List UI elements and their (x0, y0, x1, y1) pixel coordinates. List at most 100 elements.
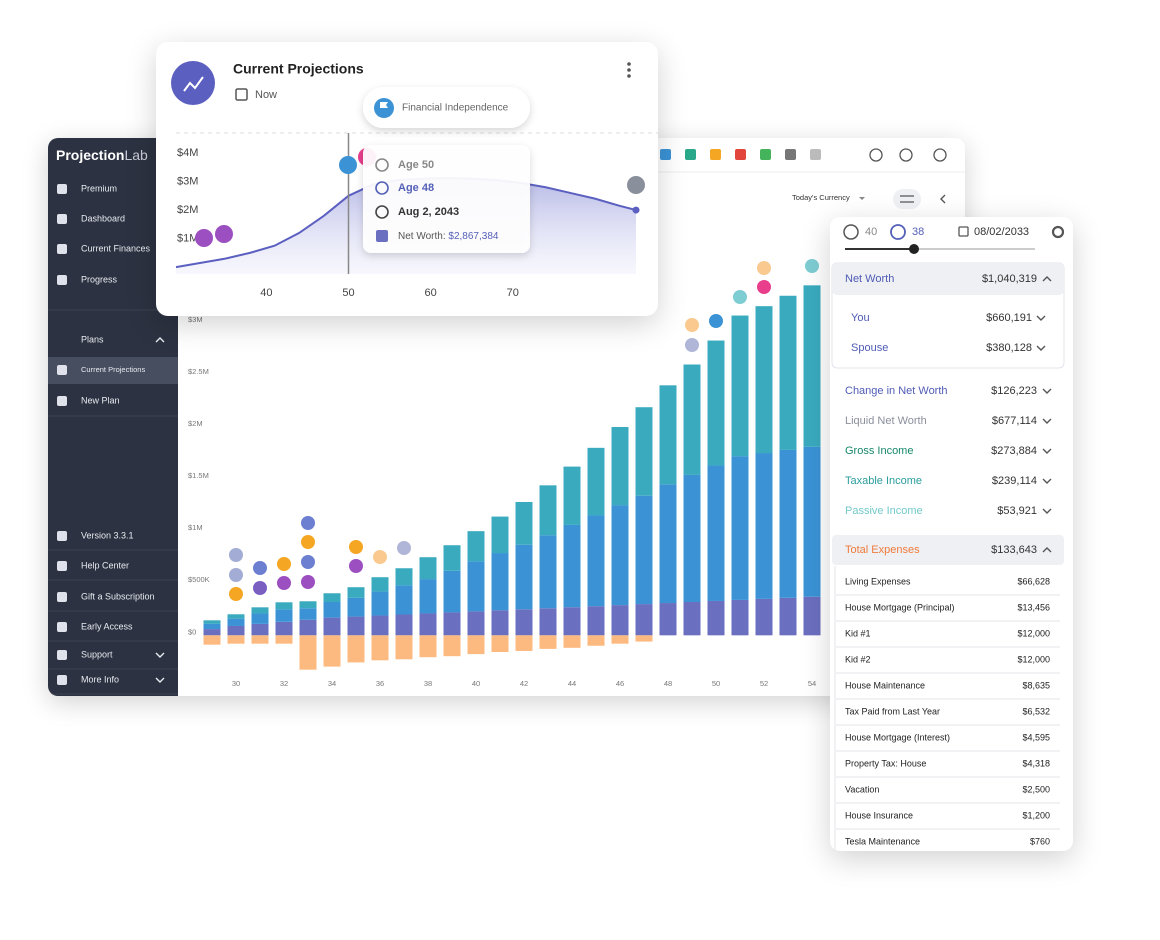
row-label[interactable]: Change in Net Worth (845, 385, 948, 397)
event-icon[interactable] (277, 576, 291, 590)
x-tick-label: 36 (376, 679, 384, 688)
menu-dot[interactable] (627, 74, 631, 78)
expenses-label[interactable]: Total Expenses (845, 544, 920, 556)
event-icon[interactable] (349, 540, 363, 554)
bar-segment (251, 613, 269, 624)
expense-value: $66,628 (1017, 576, 1050, 586)
row-label[interactable]: Passive Income (845, 505, 923, 517)
event-icon[interactable] (301, 516, 315, 530)
row-label[interactable]: Gross Income (845, 445, 913, 457)
x-tick-label: 46 (616, 679, 624, 688)
part-label[interactable]: You (851, 312, 870, 324)
y-tick-label: $1M (188, 523, 203, 532)
toolbar-icon[interactable] (933, 148, 947, 162)
expense-label: Living Expenses (845, 576, 911, 586)
event-icon[interactable] (301, 555, 315, 569)
event-icon[interactable] (253, 581, 267, 595)
nav-item[interactable]: Progress (81, 274, 118, 284)
age-you: 40 (865, 226, 877, 238)
toolbar-icon[interactable] (785, 149, 796, 160)
part-label[interactable]: Spouse (851, 342, 888, 354)
footer-item[interactable]: More Info (81, 674, 119, 684)
toolbar-icon[interactable] (869, 148, 883, 162)
nav-item[interactable]: Current Finances (81, 243, 151, 253)
toolbar-icon[interactable] (710, 149, 721, 160)
currency-select[interactable]: Today's Currency (792, 193, 850, 202)
expense-value: $12,000 (1017, 628, 1050, 638)
chevron[interactable] (1042, 418, 1052, 424)
event-icon[interactable] (373, 550, 387, 564)
nav-icon (57, 650, 67, 660)
event-icon[interactable] (757, 261, 771, 275)
event-icon[interactable] (627, 176, 645, 194)
date[interactable]: 08/02/2033 (974, 226, 1029, 238)
slider-knob[interactable] (909, 244, 919, 254)
plan-item[interactable]: New Plan (81, 395, 120, 405)
event-icon[interactable] (685, 318, 699, 332)
event-icon[interactable] (229, 568, 243, 582)
event-icon[interactable] (339, 156, 357, 174)
event-icon[interactable] (301, 535, 315, 549)
bar-segment (707, 600, 725, 636)
row-label[interactable]: Liquid Net Worth (845, 415, 927, 427)
card-icon (171, 61, 215, 105)
chevron[interactable] (1042, 547, 1052, 553)
settings-icon[interactable] (1051, 225, 1065, 239)
toolbar-icon[interactable] (810, 149, 821, 160)
event-icon[interactable] (733, 290, 747, 304)
event-icon[interactable] (253, 561, 267, 575)
chevron[interactable] (1042, 508, 1052, 514)
chevron[interactable] (1042, 478, 1052, 484)
chevron[interactable] (1042, 388, 1052, 394)
chevron[interactable] (1042, 276, 1052, 282)
toolbar-icon[interactable] (899, 148, 913, 162)
row-label[interactable]: Taxable Income (845, 475, 922, 487)
footer-item[interactable]: Support (81, 649, 113, 659)
event-icon[interactable] (301, 575, 315, 589)
tooltip-age: Age 48 (398, 182, 434, 194)
menu-dot[interactable] (627, 68, 631, 72)
net-worth-label[interactable]: Net Worth (845, 273, 894, 285)
menu-dot[interactable] (627, 62, 631, 66)
settings-button[interactable] (893, 189, 921, 209)
nav-icon (57, 396, 67, 406)
nav-item[interactable]: Dashboard (81, 213, 125, 223)
toolbar-icon[interactable] (760, 149, 771, 160)
event-icon[interactable] (277, 557, 291, 571)
plan-item[interactable]: Current Projections (81, 365, 145, 374)
collapse-button[interactable] (940, 194, 946, 204)
footer-item[interactable]: Help Center (81, 560, 129, 570)
bar-segment (755, 453, 773, 599)
bar-segment (539, 485, 557, 536)
nav-item[interactable]: Premium (81, 183, 117, 193)
event-icon[interactable] (757, 280, 771, 294)
event-icon[interactable] (685, 338, 699, 352)
bar-segment (611, 427, 629, 506)
part-value: $380,128 (986, 342, 1032, 354)
event-icon[interactable] (349, 559, 363, 573)
footer-item[interactable]: Version 3.3.1 (81, 530, 134, 540)
toolbar-icon[interactable] (685, 149, 696, 160)
event-icon[interactable] (397, 541, 411, 555)
toolbar-icon[interactable] (735, 149, 746, 160)
bar-segment (203, 620, 221, 624)
chevron[interactable] (1036, 345, 1046, 351)
event-icon[interactable] (229, 587, 243, 601)
bar-negative (587, 635, 605, 646)
event-icon[interactable] (805, 259, 819, 273)
event-icon[interactable] (229, 548, 243, 562)
plans-header[interactable]: Plans (81, 334, 104, 344)
tooltip-date: Aug 2, 2043 (398, 206, 459, 218)
toolbar-icon[interactable] (660, 149, 671, 160)
event-icon[interactable] (195, 229, 213, 247)
chevron[interactable] (1042, 448, 1052, 454)
event-icon[interactable] (215, 225, 233, 243)
bar-segment (755, 598, 773, 636)
event-icon[interactable] (709, 314, 723, 328)
footer-item[interactable]: Early Access (81, 621, 133, 631)
expense-label: Tesla Maintenance (845, 836, 920, 846)
bar-segment (707, 340, 725, 466)
footer-item[interactable]: Gift a Subscription (81, 591, 155, 601)
card-icon-glyph (183, 76, 204, 92)
chevron[interactable] (1036, 315, 1046, 321)
